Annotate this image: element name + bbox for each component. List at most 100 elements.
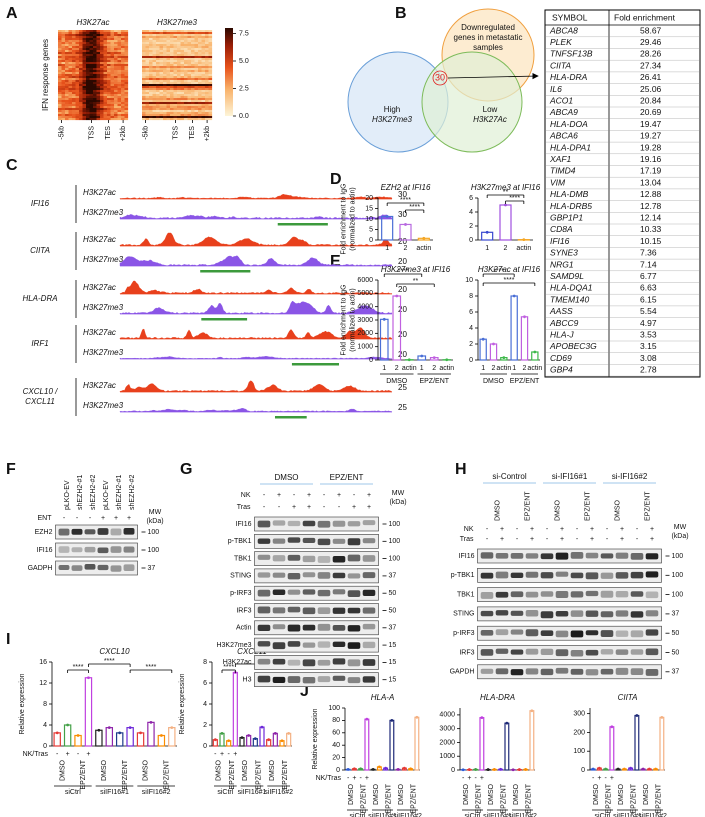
heatmap-cell xyxy=(145,52,150,55)
heatmap-cell xyxy=(79,116,83,119)
heatmap-cell xyxy=(149,36,153,39)
heatmap-cell xyxy=(163,118,167,121)
heatmap-cell xyxy=(159,76,164,79)
heatmap-cell xyxy=(89,74,94,77)
blot-band xyxy=(332,607,346,614)
heatmap-cell xyxy=(86,44,90,47)
heatmap-cell xyxy=(72,112,76,115)
heatmap-cell xyxy=(184,32,188,35)
heatmap-cell xyxy=(65,96,69,99)
heatmap-cell xyxy=(184,48,188,51)
table-cell: 17.19 xyxy=(640,166,662,176)
heatmap-cell xyxy=(93,88,97,91)
heatmap-cell xyxy=(72,54,76,57)
heatmap-cell xyxy=(107,52,111,55)
table-cell: ACO1 xyxy=(549,95,573,105)
venn-circle xyxy=(421,51,523,153)
heatmap-cell xyxy=(124,50,129,53)
heatmap-cell xyxy=(114,52,118,55)
heatmap-cell xyxy=(58,48,62,51)
heatmap-cell xyxy=(72,30,76,33)
heatmap-cell xyxy=(82,50,87,53)
blot-band xyxy=(287,537,301,543)
y-tick-label: 0 xyxy=(43,743,47,750)
heatmap-cell xyxy=(198,84,202,87)
heatmap-cell xyxy=(68,104,73,107)
heatmap-cell xyxy=(58,72,62,75)
heatmap-cell xyxy=(96,114,101,117)
heatmap-cell xyxy=(121,116,125,119)
track-scale: 30 xyxy=(398,210,407,219)
blot-band xyxy=(317,676,331,683)
heatmap-cell xyxy=(117,34,122,37)
heatmap-cell xyxy=(103,62,108,65)
lane-sign: - xyxy=(606,536,609,543)
heatmap-cell xyxy=(96,72,101,75)
heatmap-cell xyxy=(107,110,111,113)
heatmap-cell xyxy=(163,92,167,95)
x-tick-label: 2 xyxy=(432,365,436,372)
heatmap-cell xyxy=(96,112,101,115)
bar-cap xyxy=(604,767,608,771)
heatmap-cell xyxy=(149,84,153,87)
heatmap-cell xyxy=(114,88,118,91)
blot-band xyxy=(630,630,644,638)
blot-band xyxy=(257,538,271,544)
band-label: H3K27me3 xyxy=(216,642,251,649)
heatmap-cell xyxy=(198,106,202,109)
heatmap-cell xyxy=(201,82,206,85)
heatmap-cell xyxy=(191,84,195,87)
heatmap-cell xyxy=(124,44,129,47)
track-label: H3K27me3 xyxy=(83,255,124,264)
heatmap-cell xyxy=(86,94,90,97)
heatmap-cell xyxy=(96,88,101,91)
heatmap-cell xyxy=(177,30,181,33)
y-tick-label: 100 xyxy=(573,748,585,755)
heatmap-cell xyxy=(93,86,97,89)
heatmap-cell xyxy=(170,84,174,87)
track-scale: 20 xyxy=(398,285,407,294)
blot-band xyxy=(332,624,346,631)
venn-label: High xyxy=(384,105,400,114)
heatmap-cell xyxy=(82,30,87,33)
heatmap-cell xyxy=(75,62,80,65)
blot-band xyxy=(272,520,286,526)
heatmap-cell xyxy=(159,38,164,41)
heatmap-cell xyxy=(107,32,111,35)
y-tick-label: 0 xyxy=(336,767,340,774)
table-cell: CIITA xyxy=(550,60,571,70)
heatmap-cell xyxy=(117,68,122,71)
lane-label: EPZ/ENT xyxy=(584,491,591,521)
heatmap-cell xyxy=(208,90,213,93)
heatmap-cell xyxy=(68,56,73,59)
heatmap-cell xyxy=(159,86,164,89)
heatmap-cell xyxy=(184,104,188,107)
blot-band xyxy=(600,649,614,655)
heatmap-cell xyxy=(86,104,90,107)
x-tick-label: 1 xyxy=(420,365,424,372)
heatmap-cell xyxy=(61,86,66,89)
heatmap-cell xyxy=(121,90,125,93)
heatmap-cell xyxy=(110,100,115,103)
bar-cap xyxy=(492,768,496,771)
x-axis-label: NK/Tras xyxy=(23,751,49,758)
heatmap-cell xyxy=(65,72,69,75)
heatmap-cell xyxy=(194,104,199,107)
gene-name: CXCL10 / xyxy=(23,387,58,396)
lane-sign: - xyxy=(576,536,579,543)
blot-band xyxy=(555,610,569,617)
heatmap-cell xyxy=(208,64,213,67)
heatmap-cell xyxy=(180,68,185,71)
heatmap-cell xyxy=(170,62,174,65)
colorbar-tick-label: 7.5 xyxy=(239,30,249,37)
heatmap-cell xyxy=(173,78,178,81)
heatmap-cell xyxy=(208,32,213,35)
heatmap-cell xyxy=(100,74,104,77)
heatmap-cell xyxy=(156,104,160,107)
heatmap-cell xyxy=(61,90,66,93)
heatmap-cell xyxy=(96,30,101,33)
heatmap-cell xyxy=(121,58,125,61)
heatmap-cell xyxy=(187,108,192,111)
lane-sign: + xyxy=(530,526,534,533)
panel-letter: A xyxy=(6,5,18,22)
